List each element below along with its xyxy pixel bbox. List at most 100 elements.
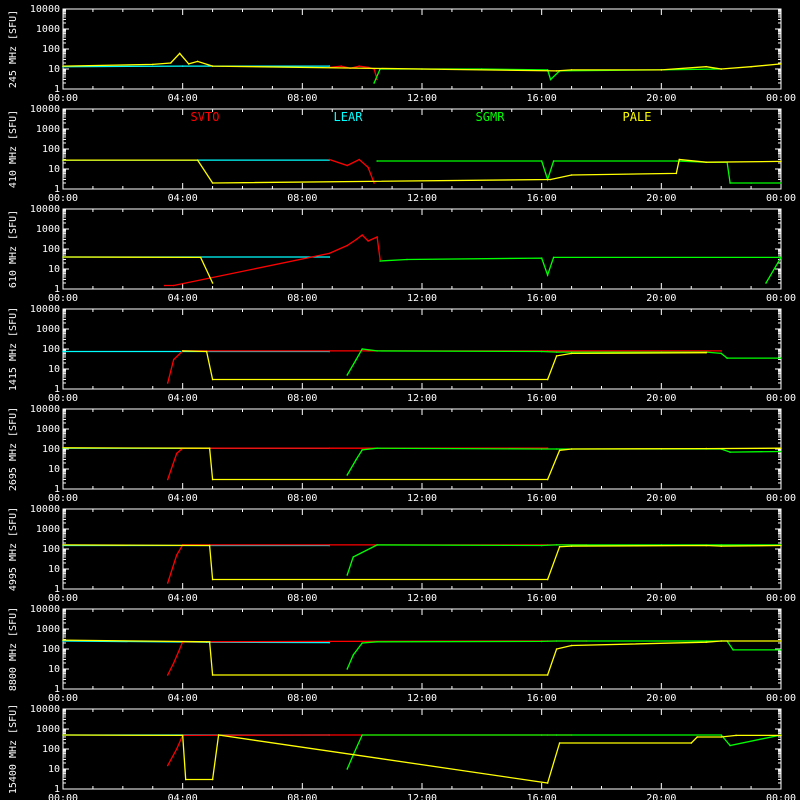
data-point — [780, 450, 782, 453]
panel-5: 1 10 100 1000 10000 00:00 04:00 08:00 12:00 16:00… — [8, 404, 796, 504]
y-tick-label: 1 — [54, 84, 60, 95]
legend: SVTO LEAR SGMR PALE — [191, 110, 652, 124]
data-point — [555, 355, 558, 357]
data-point — [555, 70, 558, 72]
data-point — [328, 641, 331, 644]
data-point — [355, 238, 358, 241]
data-point — [705, 640, 707, 642]
data-point — [675, 172, 678, 175]
data-point — [208, 641, 211, 643]
data-point — [729, 182, 731, 184]
data-point — [780, 63, 782, 65]
data-point — [373, 82, 375, 84]
data-point — [346, 164, 349, 167]
data-point — [172, 284, 175, 287]
data-point — [361, 449, 364, 451]
data-point — [705, 65, 707, 68]
y-tick-label: 1 — [54, 184, 60, 195]
data-point — [558, 545, 561, 548]
x-tick-label: 20:00 — [646, 93, 676, 104]
x-tick-label: 16:00 — [527, 493, 557, 504]
x-tick-label: 08:00 — [287, 693, 317, 704]
data-point — [546, 478, 549, 481]
data-point — [732, 649, 734, 651]
data-point — [361, 642, 364, 644]
y-axis-label: 1415 MHz [SFU] — [8, 307, 19, 391]
frequency-label: 610 MHz — [8, 246, 19, 288]
data-point — [540, 257, 543, 259]
data-point — [720, 544, 722, 546]
x-tick-label: 04:00 — [168, 193, 198, 204]
y-tick-label: 1 — [54, 384, 60, 395]
data-point — [367, 350, 369, 352]
y-tick-label: 1000 — [36, 24, 60, 35]
data-point — [358, 158, 361, 161]
data-point — [705, 161, 707, 163]
data-point — [62, 65, 64, 67]
data-point — [750, 182, 752, 184]
x-tick-label: 16:00 — [527, 593, 557, 604]
data-point — [552, 160, 555, 162]
x-tick-label: 20:00 — [646, 293, 676, 304]
x-tick-label: 16:00 — [527, 293, 557, 304]
data-point — [555, 351, 558, 353]
data-point — [720, 545, 722, 547]
series-line — [62, 52, 782, 72]
data-point — [555, 648, 558, 650]
data-point — [187, 63, 190, 65]
y-tick-label: 1000 — [36, 324, 60, 335]
panel-7: 1 10 100 1000 10000 00:00 04:00 08:00 12:00 16:00… — [8, 604, 796, 704]
frequency-label: 2695 MHz — [8, 443, 19, 491]
y-tick-label: 100 — [42, 444, 60, 455]
y-tick-label: 10 — [48, 364, 60, 375]
series-line — [377, 160, 781, 184]
data-point — [546, 782, 549, 784]
data-point — [570, 644, 573, 647]
y-axis-label: 15400 MHz [SFU] — [8, 704, 19, 794]
data-point — [735, 734, 737, 737]
x-tick-label: 00:00 — [766, 593, 796, 604]
data-point — [705, 641, 707, 643]
data-point — [361, 348, 364, 350]
data-point — [720, 350, 722, 352]
y-tick-label: 10 — [48, 564, 60, 575]
y-tick-label: 10 — [48, 64, 60, 75]
data-point — [184, 778, 187, 781]
data-point — [540, 448, 543, 450]
data-point — [570, 69, 573, 71]
data-point — [726, 357, 728, 359]
data-point — [376, 544, 378, 546]
data-point — [780, 447, 782, 450]
legend-item-lear: LEAR — [334, 110, 364, 124]
data-point — [166, 382, 169, 384]
panel-1: 1 10 100 1000 10000 00:00 04:00 08:00 12:00 16:00… — [8, 4, 796, 104]
data-point — [211, 65, 214, 67]
panel-4: 1 10 100 1000 10000 00:00 04:00 08:00 12:00 16:00… — [8, 304, 796, 404]
y-tick-label: 1 — [54, 484, 60, 495]
x-tick-label: 04:00 — [168, 593, 198, 604]
data-point — [328, 256, 331, 258]
y-tick-label: 100 — [42, 144, 60, 155]
data-point — [546, 578, 549, 581]
data-point — [376, 236, 378, 238]
data-point — [166, 674, 169, 676]
frequency-label: 1415 MHz — [8, 343, 19, 391]
data-point — [62, 256, 64, 258]
series-line — [62, 447, 782, 481]
x-tick-label: 00:00 — [766, 293, 796, 304]
x-tick-label: 04:00 — [168, 93, 198, 104]
x-tick-label: 08:00 — [287, 93, 317, 104]
unit-label: [SFU] — [8, 210, 19, 246]
data-point — [166, 582, 169, 584]
data-point — [570, 545, 573, 547]
data-point — [376, 160, 378, 162]
data-point — [780, 357, 782, 359]
data-point — [352, 654, 355, 656]
y-tick-label: 10 — [48, 164, 60, 175]
data-point — [62, 447, 64, 449]
data-point — [546, 274, 549, 276]
data-point — [558, 449, 561, 452]
y-axis-label: 2695 MHz [SFU] — [8, 407, 19, 491]
data-point — [720, 640, 722, 642]
